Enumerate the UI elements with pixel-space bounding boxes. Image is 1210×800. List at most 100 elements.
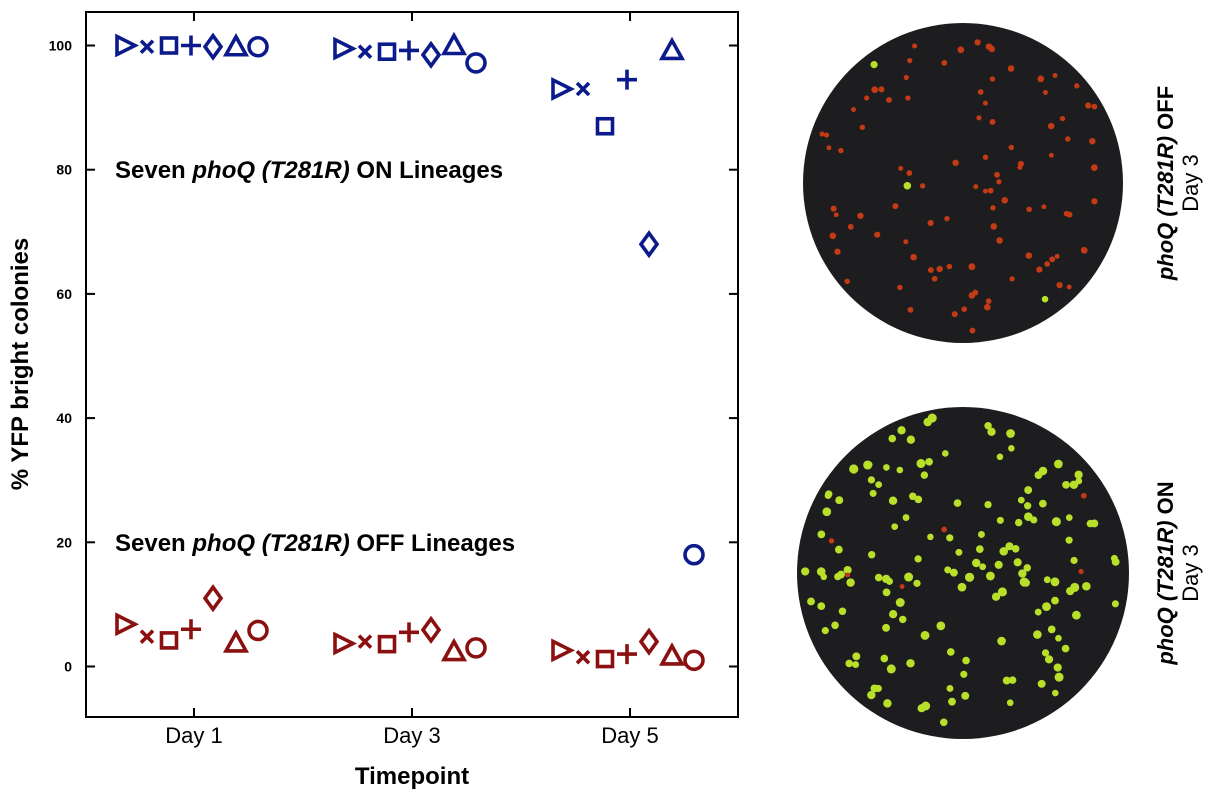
colony — [1002, 676, 1011, 685]
colony — [886, 664, 896, 674]
colony — [830, 205, 837, 212]
colony — [1037, 679, 1046, 688]
y-axis-title: % YFP bright colonies — [7, 238, 34, 491]
colony — [817, 530, 826, 539]
data-point-triangle-right-on — [115, 33, 140, 58]
colony — [936, 621, 946, 631]
colony — [999, 547, 1008, 556]
colony — [1059, 115, 1066, 122]
series-label-off: Seven phoQ (T281R) OFF Lineages — [115, 530, 515, 557]
y-tick-label: 20 — [56, 534, 72, 550]
series-label-on-suffix: ON Lineages — [350, 157, 503, 184]
colony — [955, 548, 963, 556]
colony — [892, 203, 899, 210]
colony — [852, 661, 860, 669]
colony — [1025, 252, 1033, 259]
colony — [952, 159, 959, 167]
colony — [871, 86, 879, 94]
colony — [1078, 568, 1084, 575]
colony — [807, 597, 815, 606]
series-label-on-gene: phoQ (T281R) — [191, 157, 349, 184]
colony — [991, 592, 1001, 601]
colony — [940, 718, 948, 727]
colony — [874, 231, 881, 238]
colony — [904, 572, 914, 582]
colony — [1018, 569, 1027, 578]
data-point-circle-on — [465, 52, 487, 74]
colony — [1065, 136, 1071, 142]
colony — [838, 607, 847, 616]
colony — [1014, 518, 1023, 527]
colony — [888, 496, 898, 505]
colony — [1072, 610, 1081, 620]
colony — [973, 184, 979, 190]
data-point-circle-on — [247, 35, 269, 58]
colony — [1080, 246, 1088, 254]
data-point-circle-off — [247, 619, 269, 642]
colony — [996, 179, 1002, 185]
colony — [847, 223, 854, 230]
data-point-triangle-up-off — [658, 642, 686, 666]
data-point-diamond-on — [202, 32, 224, 61]
data-points — [115, 31, 705, 672]
data-point-diamond-off — [638, 627, 660, 656]
colony — [949, 568, 958, 577]
colony — [867, 476, 876, 484]
colony — [987, 427, 996, 436]
colony — [883, 464, 890, 471]
colony — [914, 495, 923, 504]
colony — [996, 453, 1004, 461]
colony — [946, 648, 955, 656]
colony — [990, 205, 996, 211]
colony — [1033, 630, 1042, 639]
series-label-on: Seven phoQ (T281R) ON Lineages — [115, 157, 503, 184]
colony — [925, 458, 933, 466]
colony — [1061, 644, 1070, 653]
colony — [917, 704, 926, 713]
colony — [913, 579, 921, 587]
x-tick-label: Day 5 — [601, 723, 658, 748]
colony — [994, 171, 1000, 178]
colony — [863, 460, 873, 470]
colony — [826, 145, 832, 151]
data-point-triangle-up-on — [658, 36, 686, 61]
colony — [1111, 557, 1120, 566]
colony — [941, 60, 948, 66]
colony — [1008, 144, 1014, 151]
colony — [1017, 496, 1025, 504]
colony — [898, 165, 904, 171]
colony — [946, 684, 954, 692]
colony — [1066, 586, 1075, 596]
data-point-plus-on — [399, 40, 419, 61]
colony — [946, 534, 954, 542]
colony — [975, 545, 984, 553]
colony — [989, 76, 996, 82]
colony — [1091, 103, 1098, 110]
plate-off-dish — [803, 23, 1123, 343]
colony — [822, 507, 832, 517]
x-axis-title: Timepoint — [355, 763, 469, 790]
plate-off-title-state: OFF — [1153, 86, 1178, 136]
y-axis: 0 20 40 60 80 100 — [49, 38, 738, 675]
colony — [1038, 466, 1048, 476]
data-point-x-off — [575, 649, 591, 665]
colony — [1041, 295, 1049, 303]
data-point-plus-off — [399, 622, 419, 643]
colony — [905, 95, 911, 101]
colony — [829, 232, 837, 240]
colony — [1007, 65, 1015, 72]
colony — [869, 489, 877, 497]
plate-on-colonies — [801, 413, 1120, 727]
colony — [845, 659, 853, 668]
colony — [1062, 480, 1070, 489]
colony — [927, 533, 934, 541]
colony — [985, 298, 992, 305]
y-tick-label: 80 — [56, 162, 72, 178]
data-point-triangle-up-on — [222, 33, 250, 57]
colony — [903, 181, 912, 190]
plate-on-title-state: ON — [1153, 481, 1178, 520]
colony — [985, 43, 993, 50]
colony — [1074, 83, 1080, 89]
colony — [1065, 514, 1073, 521]
colony — [1054, 459, 1063, 469]
